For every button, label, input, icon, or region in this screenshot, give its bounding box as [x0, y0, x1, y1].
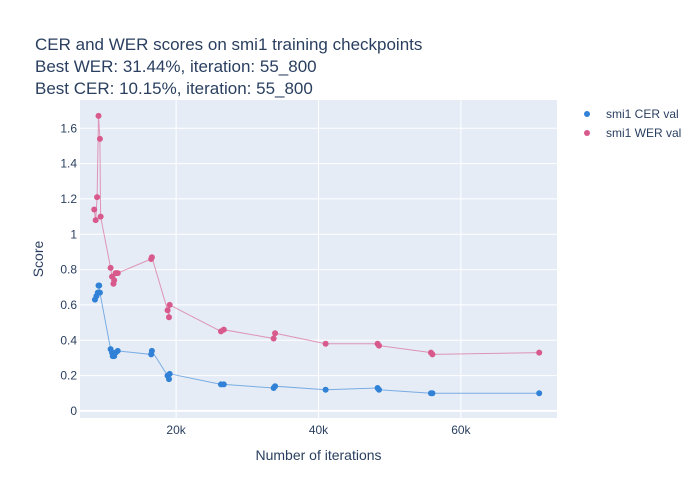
legend-marker [584, 130, 590, 136]
grid [80, 100, 557, 418]
data-point[interactable] [97, 213, 104, 220]
y-tick-label: 0.4 [60, 333, 77, 347]
x-tick-label: 20k [166, 423, 186, 437]
legend-label: smi1 CER val [606, 107, 679, 121]
data-point[interactable] [429, 351, 436, 358]
y-tick-label: 0.2 [60, 369, 77, 383]
series-wer [91, 112, 543, 358]
data-point[interactable] [536, 349, 543, 356]
data-point[interactable] [166, 370, 173, 377]
y-tick-label: 0.6 [60, 298, 77, 312]
legend-marker [584, 111, 590, 117]
data-point[interactable] [322, 340, 329, 347]
legend[interactable]: smi1 CER val smi1 WER val [584, 107, 681, 140]
y-tick-label: 1 [70, 227, 77, 241]
data-point[interactable] [376, 386, 383, 393]
tick-labels: 0 0.2 0.4 0.6 0.8 1 1.2 1.4 1.6 20k 40k 60k [60, 121, 471, 437]
data-point[interactable] [92, 217, 99, 224]
legend-item[interactable]: smi1 WER val [584, 126, 681, 140]
data-point[interactable] [165, 314, 172, 321]
data-point[interactable] [272, 383, 279, 390]
data-point[interactable] [148, 254, 155, 261]
data-point[interactable] [107, 264, 114, 271]
data-point[interactable] [272, 330, 279, 337]
data-point[interactable] [536, 390, 543, 397]
y-tick-label: 1.4 [60, 157, 77, 171]
data-point[interactable] [95, 112, 102, 119]
data-point[interactable] [429, 390, 436, 397]
chart-title-line-1: CER and WER scores on smi1 training chec… [35, 35, 422, 54]
data-point[interactable] [96, 282, 103, 289]
data-point[interactable] [165, 376, 172, 383]
data-point[interactable] [376, 342, 383, 349]
legend-item[interactable]: smi1 CER val [584, 107, 679, 121]
data-point[interactable] [220, 381, 227, 388]
y-axis-title: Score [30, 241, 46, 278]
data-point[interactable] [148, 347, 155, 354]
data-point[interactable] [114, 347, 121, 354]
series-cer [91, 282, 543, 397]
x-tick-label: 40k [309, 423, 329, 437]
data-point[interactable] [91, 206, 98, 213]
data-point[interactable] [114, 270, 121, 277]
data-point[interactable] [322, 386, 329, 393]
data-point[interactable] [164, 307, 171, 314]
data-point[interactable] [270, 335, 277, 342]
x-tick-label: 60k [451, 423, 471, 437]
y-tick-label: 1.2 [60, 192, 77, 206]
y-tick-label: 1.6 [60, 121, 77, 135]
y-tick-label: 0.8 [60, 263, 77, 277]
chart-title-line-2: Best WER: 31.44%, iteration: 55_800 [35, 57, 317, 76]
data-point[interactable] [96, 289, 103, 296]
series-layer [91, 112, 543, 397]
x-axis-title: Number of iterations [255, 447, 381, 463]
data-point[interactable] [220, 326, 227, 333]
data-point[interactable] [111, 277, 118, 284]
chart-title-line-3: Best CER: 10.15%, iteration: 55_800 [35, 79, 313, 98]
data-point[interactable] [96, 135, 103, 142]
data-point[interactable] [94, 194, 101, 201]
y-tick-label: 0 [70, 404, 77, 418]
data-point[interactable] [166, 301, 173, 308]
chart-title: CER and WER scores on smi1 training chec… [35, 35, 422, 98]
legend-label: smi1 WER val [606, 126, 681, 140]
